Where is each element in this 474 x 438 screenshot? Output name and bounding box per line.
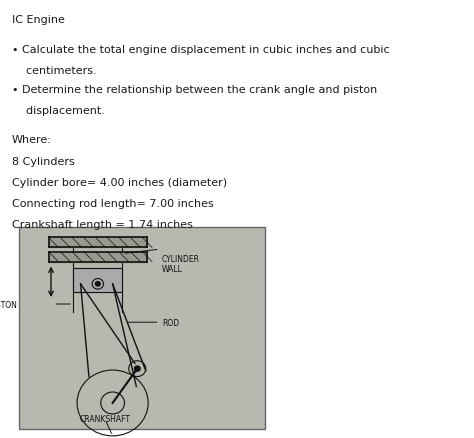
Polygon shape xyxy=(48,238,147,248)
Text: Where:: Where: xyxy=(12,135,52,145)
Circle shape xyxy=(95,282,100,286)
Text: Crankshaft length = 1.74 inches: Crankshaft length = 1.74 inches xyxy=(12,219,193,229)
Text: 8 Cylinders: 8 Cylinders xyxy=(12,156,74,166)
Text: Cylinder bore= 4.00 inches (diameter): Cylinder bore= 4.00 inches (diameter) xyxy=(12,177,227,187)
Text: CRANKSHAFT: CRANKSHAFT xyxy=(80,414,131,423)
Text: • Calculate the total engine displacement in cubic inches and cubic: • Calculate the total engine displacemen… xyxy=(12,45,390,55)
Polygon shape xyxy=(73,268,122,292)
Text: CYLINDER
WALL: CYLINDER WALL xyxy=(162,254,200,273)
Text: • Determine the relationship between the crank angle and piston: • Determine the relationship between the… xyxy=(12,85,377,95)
Text: Connecting rod length= 7.00 inches: Connecting rod length= 7.00 inches xyxy=(12,198,214,208)
Text: centimeters.: centimeters. xyxy=(12,66,97,76)
Circle shape xyxy=(135,366,140,371)
Text: displacement.: displacement. xyxy=(12,106,105,116)
Bar xyxy=(19,228,265,429)
Polygon shape xyxy=(48,252,147,262)
Text: IC Engine: IC Engine xyxy=(12,15,65,25)
Text: ROD: ROD xyxy=(162,318,179,327)
Text: PISTON: PISTON xyxy=(0,300,17,309)
